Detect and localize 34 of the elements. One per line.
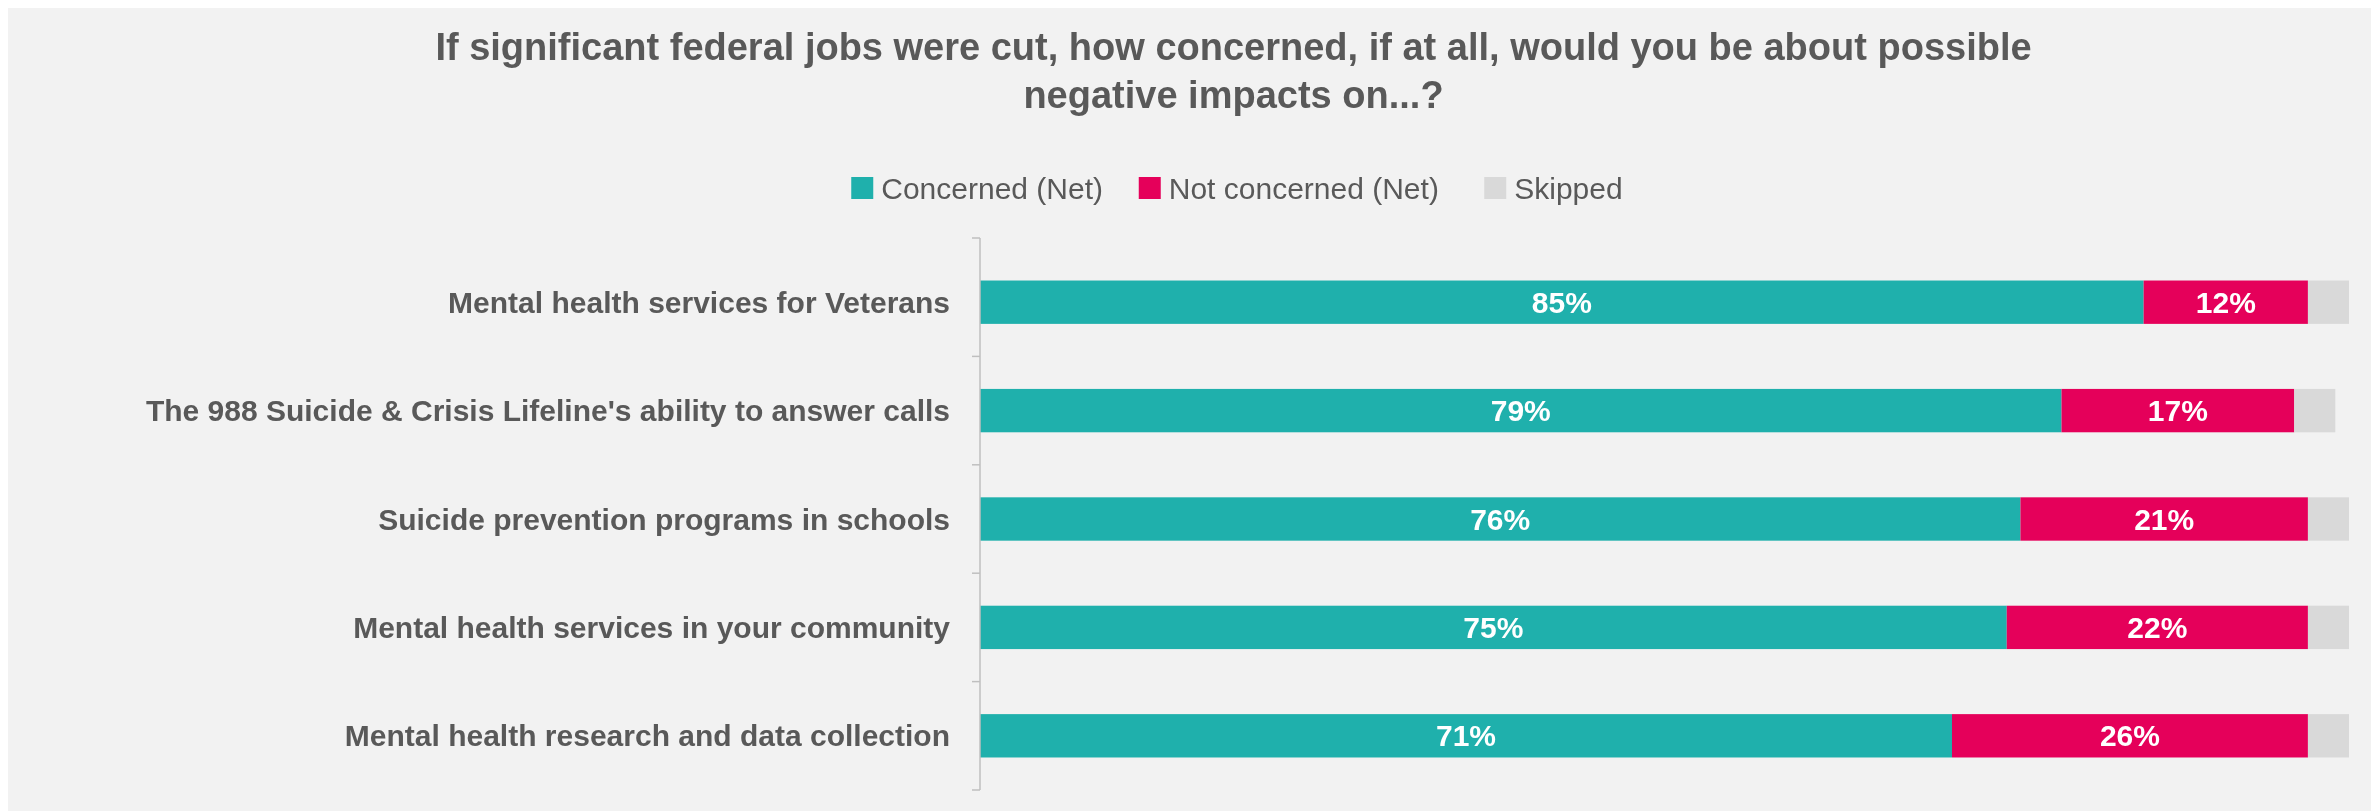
bar [2307, 714, 2349, 758]
data-label: 17% [2147, 394, 2208, 428]
legend-label: Concerned (Net) [881, 171, 1104, 205]
bar [2006, 605, 2308, 650]
bar [980, 714, 1952, 758]
data-label: 21% [2134, 502, 2195, 536]
data-label: 75% [1463, 610, 1524, 644]
bar [2307, 605, 2349, 650]
bar [2307, 497, 2349, 541]
bar [2294, 388, 2336, 433]
data-label: 79% [1490, 394, 1551, 428]
bar [1951, 714, 2308, 758]
bar [980, 497, 2021, 541]
y-tick-label: Mental health services for Veterans [448, 285, 950, 319]
bar [2307, 280, 2349, 324]
data-label: 71% [1435, 719, 1497, 753]
y-tick-label: Mental health services in your community [353, 610, 951, 644]
y-tick-label: The 988 Suicide & Crisis Lifeline's ability to answer calls [145, 394, 950, 428]
y-tick-label: Mental health research and data collection [344, 719, 950, 753]
y-tick-label: Suicide prevention programs in schools [378, 502, 950, 536]
chart-title: If significant federal jobs were cut, how concerned, if at all, would you be about possible negative impacts on...? [435, 26, 2032, 116]
legend-label: Skipped [1514, 171, 1623, 205]
legend-label: Not concerned (Net) [1168, 171, 1439, 205]
bar [980, 388, 2062, 433]
bar [980, 605, 2007, 650]
data-label: 12% [2195, 285, 2256, 319]
data-label: 85% [1531, 285, 1592, 319]
data-label: 76% [1470, 502, 1531, 536]
bar [2143, 280, 2308, 324]
bar [980, 280, 2144, 324]
bar [2020, 497, 2308, 541]
data-label: 22% [2127, 610, 2188, 644]
bar [2061, 388, 2295, 433]
data-label: 26% [2099, 719, 2160, 753]
